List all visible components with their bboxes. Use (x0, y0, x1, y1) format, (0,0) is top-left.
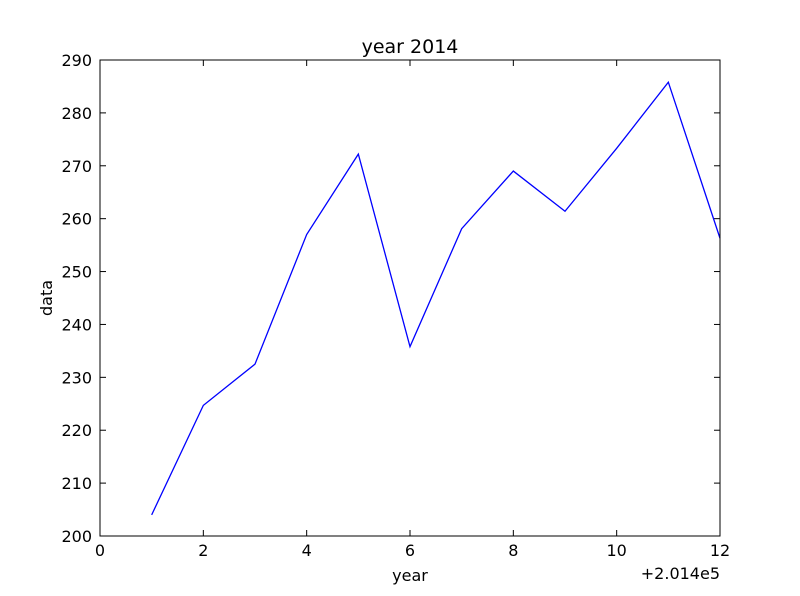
y-axis-ticks: 200 210 220 230 240 250 260 270 280 290 (61, 51, 720, 546)
series-layer (151, 80, 721, 516)
x-tick-label: 2 (198, 541, 208, 560)
y-tick-label: 210 (61, 474, 92, 493)
x-axis-ticks: 0 2 4 6 8 10 12 (95, 60, 730, 560)
x-tick-label: 12 (710, 541, 730, 560)
y-tick-label: 200 (61, 527, 92, 546)
plot-frame (99, 59, 721, 537)
y-tick-label: 240 (61, 315, 92, 334)
x-tick-label: 10 (606, 541, 626, 560)
x-axis-offset-label: +2.014e5 (641, 564, 720, 583)
chart-title: year 2014 (362, 36, 459, 58)
x-axis-label: year (392, 566, 428, 585)
x-tick-label: 0 (95, 541, 105, 560)
x-tick-label: 6 (405, 541, 415, 560)
y-tick-label: 290 (61, 51, 92, 70)
y-tick-label: 270 (61, 157, 92, 176)
y-tick-label: 280 (61, 104, 92, 123)
y-tick-label: 250 (61, 263, 92, 282)
x-tick-label: 4 (302, 541, 312, 560)
y-tick-label: 260 (61, 210, 92, 229)
y-tick-label: 220 (61, 421, 92, 440)
series-line (151, 80, 721, 516)
y-axis-label: data (37, 280, 56, 316)
x-tick-label: 8 (508, 541, 518, 560)
y-tick-label: 230 (61, 368, 92, 387)
